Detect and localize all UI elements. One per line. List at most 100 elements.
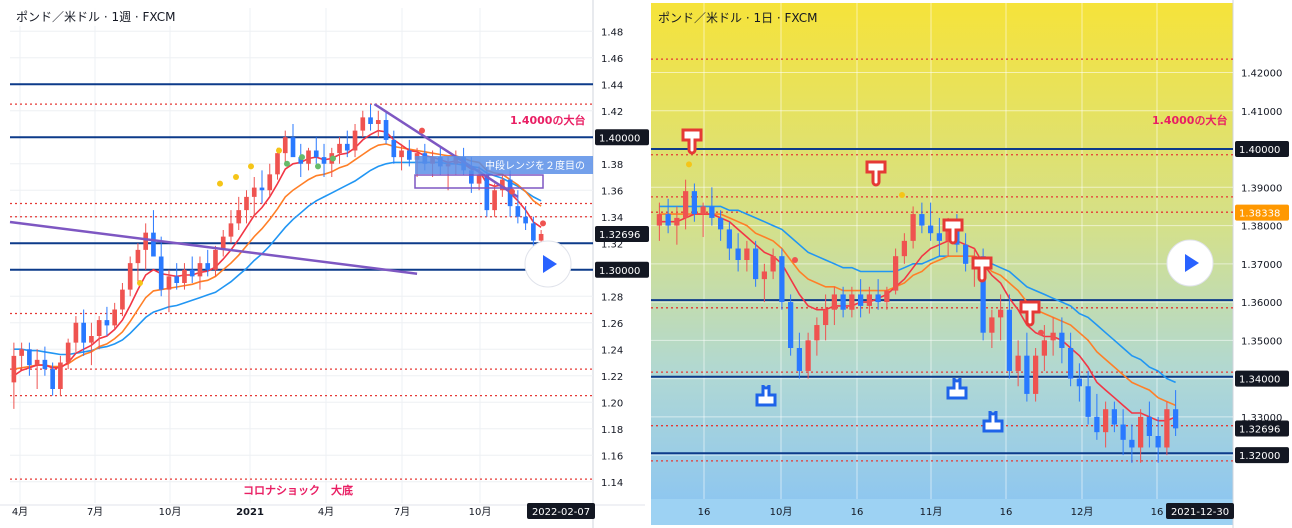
candle-body <box>484 174 490 211</box>
candle-body <box>143 232 149 250</box>
daily-play-button[interactable] <box>1166 239 1214 287</box>
signal-dot <box>792 257 798 263</box>
current-price-badge <box>1235 420 1289 437</box>
candle-body <box>1076 378 1082 387</box>
weekly-levels <box>10 83 593 480</box>
time-tick: 16 <box>698 507 711 518</box>
candle-body <box>236 210 242 224</box>
candle-body <box>796 348 802 371</box>
candle-body <box>174 276 180 283</box>
candle-body <box>726 229 732 249</box>
weekly-play-button[interactable] <box>524 240 572 288</box>
daily-time-axis-bg <box>651 499 1233 525</box>
candle-body <box>182 269 187 283</box>
level-badge <box>595 261 649 278</box>
candle-body <box>980 256 986 333</box>
candle-body <box>761 271 767 280</box>
current-price-text: 1.32696 <box>1239 425 1280 436</box>
candle-body <box>709 206 715 218</box>
candle-body <box>282 137 288 154</box>
price-tick: 1.32 <box>601 239 623 250</box>
candle-body <box>779 256 785 303</box>
candle-body <box>936 233 942 241</box>
weekly-range-box: 中段レンジを２度目の <box>414 156 593 189</box>
price-tick: 1.20 <box>601 398 623 409</box>
candle-body <box>770 256 776 272</box>
candle-body <box>989 317 995 333</box>
signal-dot <box>315 163 321 170</box>
candle-body <box>1155 436 1161 448</box>
hand-shape <box>865 160 887 187</box>
candle-body <box>313 150 319 158</box>
weekly-price-badges: 1.40000 1.30000 1.32696 2022-02-07 <box>527 129 649 519</box>
candle-body <box>58 362 63 389</box>
candle-body <box>352 130 358 151</box>
daily-price-badges: 1.40000 1.34000 1.32000 1.32696 1.38338 2021-… <box>1166 141 1289 519</box>
orange-price-badge <box>1235 204 1289 221</box>
signal-dot <box>233 174 239 180</box>
candle-body <box>290 137 296 158</box>
time-tick: 7月 <box>87 506 103 518</box>
price-tick: 1.14 <box>601 478 623 489</box>
price-tick: 1.22 <box>601 372 623 383</box>
candle-body <box>919 214 925 226</box>
price-tick: 1.24 <box>601 345 623 356</box>
signal-dot <box>217 180 223 187</box>
level-badge <box>1235 370 1289 387</box>
candle-body <box>391 139 397 158</box>
weekly-time-axis: 4月 7月 10月 2021 4月 7月 10月 <box>12 506 492 518</box>
time-tick: 4月 <box>318 506 334 518</box>
hand-pointer-down-icon <box>681 128 703 155</box>
candle-body <box>1024 355 1030 394</box>
weekly-price-axis: 1.481.461.441.421.401.381.361.341.321.30… <box>601 27 623 489</box>
candle-body <box>840 294 846 310</box>
hand-pointer-up-icon <box>755 384 777 407</box>
candle-body <box>753 248 759 280</box>
hand-shape <box>755 384 777 407</box>
candle-body <box>735 248 741 260</box>
hand-shape <box>946 377 968 400</box>
candle-body <box>42 359 48 370</box>
candle-body <box>875 294 881 303</box>
price-tick: 1.26 <box>601 319 623 330</box>
daily-candles <box>656 179 1179 463</box>
candle-body <box>19 349 24 356</box>
hand-shape <box>942 218 964 245</box>
date-badge <box>527 503 595 519</box>
weekly-chart-panel: 中段レンジを２度目の 1.481.461.441.421.401.381.361… <box>0 0 649 528</box>
candle-body <box>1164 409 1170 448</box>
candle-body <box>27 349 32 366</box>
candle-body <box>1173 409 1179 429</box>
candle-body <box>89 336 94 343</box>
hand-shape <box>681 128 703 155</box>
candle-body <box>337 143 342 154</box>
price-tick: 1.42000 <box>1241 69 1282 80</box>
candle-body <box>1094 416 1100 433</box>
price-tick: 1.39000 <box>1241 183 1282 194</box>
time-tick: 10月 <box>469 506 492 518</box>
candle-body <box>656 214 662 226</box>
candle-body <box>492 190 497 211</box>
candle-body <box>50 369 55 389</box>
candle-body <box>1015 355 1021 371</box>
candle-body <box>158 256 164 290</box>
candle-body <box>251 187 257 197</box>
hand-pointer-up-icon <box>982 410 1004 433</box>
candle-body <box>718 217 724 230</box>
hand-pointer-down-icon <box>942 218 964 245</box>
candle-body <box>104 320 110 326</box>
hand-pointer-up-icon <box>946 377 968 400</box>
candle-body <box>674 217 680 226</box>
candle-body <box>1129 439 1135 448</box>
candle-body <box>96 320 102 336</box>
candle-body <box>197 263 203 277</box>
candle-body <box>531 223 536 241</box>
candle-body <box>884 290 890 303</box>
candle-body <box>928 225 934 234</box>
price-tick: 1.28 <box>601 292 623 303</box>
candle-body <box>375 120 381 124</box>
candle-body <box>1103 409 1109 433</box>
candle-body <box>213 249 218 270</box>
candle-body <box>823 309 829 326</box>
ma-fast-line <box>659 213 1176 422</box>
